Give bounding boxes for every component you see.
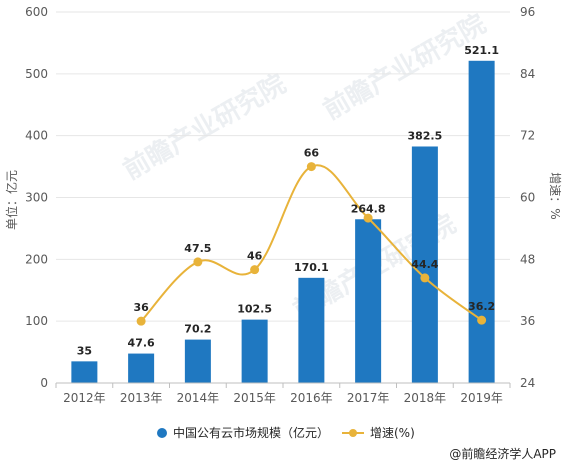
bar	[411, 146, 438, 383]
bar	[184, 339, 211, 383]
bar-value-label: 264.8	[351, 202, 386, 215]
y-left-tick-label: 0	[40, 376, 48, 390]
growth-point	[250, 265, 260, 275]
growth-value-label: 47.5	[184, 242, 211, 255]
bar	[71, 361, 98, 383]
bar	[241, 319, 268, 383]
watermark-text: 前瞻产业研究院	[118, 68, 291, 186]
data-labels: 35 47.6 70.2 102.5 170.1 264.8 382.5 521.1 36 47.…	[77, 44, 499, 358]
growth-value-label: 44.4	[411, 258, 438, 271]
x-tick-label: 2014年	[177, 391, 220, 405]
y-axis-left-title: 单位：亿元	[4, 170, 19, 230]
growth-point	[193, 257, 203, 267]
growth-point	[477, 315, 487, 325]
y-left-tick-label: 500	[25, 67, 48, 81]
y-left-tick-label: 100	[25, 314, 48, 328]
y-right-tick-label: 60	[520, 191, 535, 205]
bar	[355, 219, 382, 383]
bar	[468, 60, 495, 383]
legend-line-marker-dot	[349, 429, 357, 437]
y-left-tick-label: 400	[25, 129, 48, 143]
growth-point	[363, 213, 373, 223]
y-right-tick-label: 24	[520, 376, 535, 390]
x-tick-label: 2012年	[63, 391, 106, 405]
x-tick-label: 2013年	[120, 391, 163, 405]
x-tick-label: 2015年	[233, 391, 276, 405]
growth-value-label: 46	[247, 250, 263, 263]
y-left-tick-label: 200	[25, 252, 48, 266]
bar-series	[71, 60, 495, 383]
growth-value-label: 66	[304, 147, 320, 160]
legend-bar-marker	[157, 428, 167, 438]
bar-value-label: 170.1	[294, 261, 329, 274]
bar-value-label: 35	[77, 344, 92, 357]
y-axis-right-title: 增速：%	[548, 172, 562, 219]
bar-value-label: 382.5	[407, 129, 442, 142]
bar-value-label: 521.1	[464, 44, 499, 57]
x-tick-label: 2019年	[460, 391, 503, 405]
growth-value-label: 36	[133, 301, 149, 314]
line-series	[136, 162, 487, 326]
y-left-tick-label: 300	[25, 191, 48, 205]
x-tick-label: 2018年	[404, 391, 447, 405]
y-right-tick-label: 84	[520, 67, 535, 81]
gridlines	[56, 11, 510, 384]
legend: 中国公有云市场规模（亿元） 增速(%)	[157, 425, 415, 440]
y-right-tick-label: 96	[520, 5, 535, 19]
bar	[298, 277, 325, 383]
bar-value-label: 70.2	[184, 323, 211, 336]
y-right-tick-label: 36	[520, 314, 535, 328]
growth-value-label: 36.2	[468, 300, 495, 313]
legend-line-label: 增速(%)	[370, 426, 415, 440]
bar	[128, 353, 155, 383]
y-right-tick-label: 72	[520, 129, 535, 143]
y-left-tick-label: 600	[25, 5, 48, 19]
y-right-tick-label: 48	[520, 252, 535, 266]
x-tick-label: 2016年	[290, 391, 333, 405]
source-credit: @前瞻经济学人APP	[449, 446, 556, 461]
growth-point	[420, 273, 430, 283]
watermark-text: 前瞻产业研究院	[318, 8, 491, 126]
growth-point	[306, 162, 316, 172]
bar-value-label: 102.5	[237, 303, 272, 316]
axes: 0 100 200 300 400 500 600 24 36 48 60 72 84 96 2012年 20…	[25, 5, 535, 405]
growth-point	[136, 316, 146, 326]
x-tick-label: 2017年	[347, 391, 390, 405]
bar-value-label: 47.6	[128, 337, 155, 350]
legend-bar-label: 中国公有云市场规模（亿元）	[173, 425, 329, 440]
